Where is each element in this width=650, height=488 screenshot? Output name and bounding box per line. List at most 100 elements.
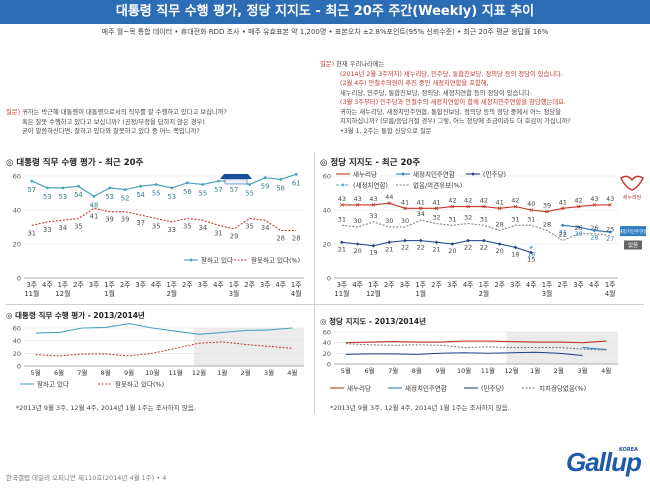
x-tick-label-2: 1주	[368, 281, 379, 289]
data-label-없음의견유보-14: 22	[559, 231, 567, 239]
legend-label-2: (민주당)	[481, 383, 504, 392]
point-새정치민주연합-17	[608, 230, 612, 234]
point-민주당-11	[513, 245, 518, 250]
legend-marker-3	[341, 183, 345, 187]
point-새누리당-17	[608, 203, 612, 207]
x-tick-label-15: 3주	[260, 281, 271, 289]
x-tick-label-11: 4월	[287, 368, 297, 377]
point-민주당-7	[450, 242, 455, 246]
point-새누리당-7	[450, 204, 455, 209]
data-label-잘하고-있다-4: 48	[90, 201, 99, 209]
question-right-line-4: 새누리당, 민주당, 통합진보당, 정의당, 새정치연합 등의 정당이 있습니다…	[340, 89, 533, 97]
data-label-새누리당-10: 41	[496, 198, 504, 206]
question-right-line-8: •3월 1, 2주는 통합 신당으로 질문	[340, 127, 432, 135]
data-label-새정치민주연합-15: 30	[574, 230, 582, 238]
x-group-label-17: 4월	[605, 289, 616, 298]
data-label-없음의견유보-7: 31	[448, 215, 456, 223]
data-label-잘하고-있다-17: 61	[292, 179, 301, 187]
legend-label-4: 없음/의견유보(%)	[413, 180, 462, 189]
x-tick-label-0: 5월	[341, 366, 351, 375]
point-잘하고-있다-2	[61, 186, 65, 190]
x-tick-label-5: 1주	[415, 281, 426, 289]
data-label-잘못하고-있다-7: 37	[136, 219, 145, 227]
question-right-line-3: (2월 4주) 안철수의원이 추진 중인 새정치연합을 포함해,	[340, 80, 489, 87]
data-label-잘하고-있다-12: 57	[214, 186, 223, 194]
point-잘하고-있다-10	[185, 181, 189, 185]
legend-label-1: 새정치민주연합	[405, 383, 447, 392]
point-민주당-9	[482, 238, 486, 243]
data-label-새정치민주연합-16: 28	[590, 233, 598, 241]
data-label-잘못하고-있다-5: 39	[105, 216, 114, 224]
point-민주당-6	[434, 240, 439, 245]
x-group-label-9: 2월	[166, 289, 177, 298]
x-group-label-17: 4월	[291, 289, 302, 298]
data-label-민주당-1: 20	[354, 247, 362, 255]
section-approval-yearly: ◎ 대통령 직무 수행 평가 - 2013/2014년	[6, 311, 145, 320]
data-label-잘하고-있다-14: 55	[245, 190, 254, 198]
question-right-line-7: 지지하십니까? (모름/응답거절 경우) 그렇, 어느 정당에 조금이라도 더 …	[340, 118, 571, 125]
data-label-민주당-6: 21	[432, 245, 440, 253]
point-잘하고-있다-0	[30, 179, 34, 183]
data-label-새누리당-3: 44	[385, 193, 393, 201]
point-새누리당-14	[560, 206, 565, 211]
shaded-period	[506, 332, 618, 364]
x-tick-label-15: 3주	[573, 281, 584, 289]
data-label-잘하고-있다-13: 57	[230, 186, 239, 194]
legend-label-0: 잘하고 있다	[201, 255, 233, 264]
x-tick-label-9: 1주	[166, 281, 177, 289]
data-label-민주당-12: 15	[527, 256, 535, 264]
point-민주당-4	[403, 238, 407, 243]
data-label-잘하고-있다-9: 53	[167, 193, 176, 201]
data-label-새누리당-6: 41	[432, 198, 440, 206]
legend-label-2: (민주당)	[483, 169, 506, 178]
y-tick-label-60: 60	[323, 329, 331, 337]
legend-label-0: 새누리당	[353, 169, 377, 178]
series-line-없음의견유보-0	[341, 219, 611, 242]
point-잘하고-있다-16	[279, 178, 283, 181]
question-right-line-1: 현재 우리나라에는	[336, 61, 385, 68]
data-label-잘못하고-있다-17: 28	[292, 234, 301, 242]
series-line-지지정당없음-0	[345, 343, 607, 351]
data-label-잘하고-있다-2: 53	[59, 193, 68, 201]
data-label-새누리당-5: 41	[417, 198, 425, 206]
x-tick-label-0: 5월	[31, 368, 41, 377]
data-label-새누리당-13: 39	[543, 202, 551, 210]
data-label-잘못하고-있다-0: 31	[27, 229, 36, 237]
footer-text: 한국갤럽 데일리 오피니언 제110호(2014년 4월 1주) • 4	[6, 474, 167, 482]
point-민주당-10	[497, 242, 502, 246]
x-tick-label-7: 3주	[135, 281, 146, 289]
data-label-없음의견유보-8: 32	[464, 214, 472, 222]
point-잘하고-있다-4	[92, 195, 96, 198]
page-title: 대통령 직무 수행 평가, 정당 지지도 - 최근 20주 주간(Weekly)…	[0, 0, 650, 24]
x-group-label-2: 12월	[366, 289, 381, 298]
end-label-saenuri: 새누리당	[623, 194, 642, 201]
series-line-잘못하고-있다-0	[31, 207, 297, 231]
x-group-label-13: 3월	[229, 289, 240, 298]
x-tick-label-10: 2주	[182, 281, 193, 289]
data-label-잘못하고-있다-15: 34	[261, 224, 270, 232]
y-tick-label-0: 0	[327, 361, 331, 369]
data-label-민주당-2: 19	[369, 249, 377, 257]
x-group-label-13: 3월	[542, 289, 553, 298]
x-tick-label-16: 4주	[589, 281, 600, 289]
series-line-새누리당-0	[341, 202, 611, 213]
series-line-새정치민주연합-0	[582, 346, 607, 351]
data-label-새누리당-8: 42	[464, 197, 472, 205]
data-label-없음의견유보-13: 28	[543, 220, 551, 228]
section-approval-yearly-label: 대통령 직무 수행 평가 - 2013/2014년	[15, 311, 145, 320]
question-right: 질문) 현재 우리나라에는 (2014년 2월 3주까지) 새누리당, 민주당,…	[320, 60, 571, 136]
gallup-logo: Gallup	[566, 447, 642, 477]
note-left: *2013년 9월 3주, 12월 4주, 2014년 1월 1주는 조사하지 …	[16, 404, 196, 412]
x-group-label-9: 2월	[479, 289, 490, 298]
data-label-없음의견유보-3: 30	[385, 217, 393, 225]
x-tick-label-8: 1월	[217, 368, 227, 377]
data-label-잘못하고-있다-2: 34	[59, 224, 68, 232]
data-label-민주당-0: 21	[338, 245, 346, 253]
point-민주당-1	[355, 242, 360, 246]
data-label-민주당-9: 22	[480, 244, 488, 252]
point-새누리당-3	[387, 201, 392, 205]
data-label-잘못하고-있다-8: 35	[152, 223, 161, 231]
data-label-새누리당-9: 42	[480, 197, 488, 205]
x-group-label-0: 11월	[24, 289, 39, 298]
